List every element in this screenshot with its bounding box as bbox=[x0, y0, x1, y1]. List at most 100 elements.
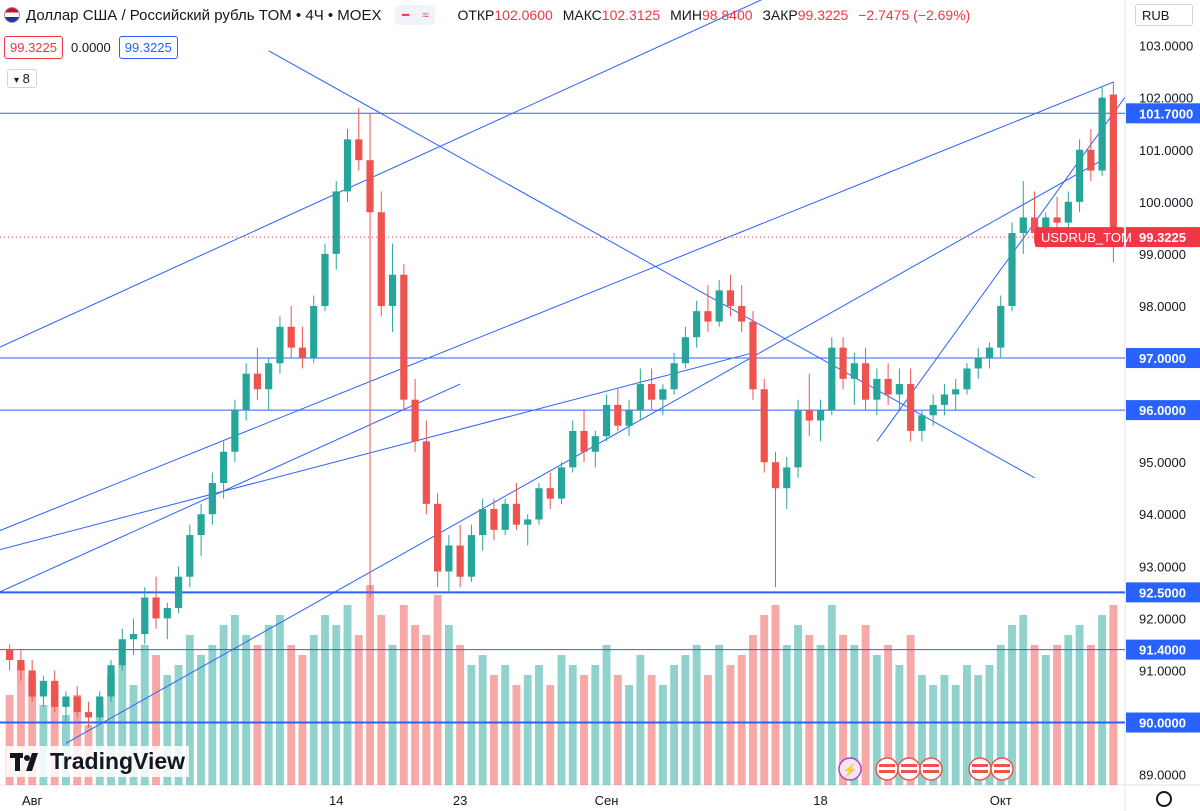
lightning-glyph: ⚡ bbox=[843, 763, 858, 777]
candle-body bbox=[749, 321, 757, 390]
volume-bar bbox=[152, 655, 160, 785]
volume-bar bbox=[5, 695, 14, 785]
volume-bar bbox=[546, 685, 555, 785]
y-tick-label: 99.0000 bbox=[1139, 247, 1186, 262]
us-flag-stripe bbox=[901, 764, 917, 767]
volume-bar bbox=[253, 645, 262, 785]
candle-body bbox=[805, 410, 813, 421]
candle-body bbox=[647, 384, 656, 400]
volume-bar bbox=[107, 675, 115, 785]
y-tick-label: 93.0000 bbox=[1139, 559, 1186, 574]
volume-bar bbox=[737, 655, 746, 785]
candle-body bbox=[96, 696, 104, 718]
candle-body bbox=[524, 519, 532, 525]
candle-body bbox=[501, 503, 509, 530]
volume-bar bbox=[794, 625, 802, 785]
indicator-count: 8 bbox=[22, 71, 30, 86]
candle-body bbox=[1019, 217, 1027, 234]
volume-bar bbox=[884, 645, 893, 785]
candle-body bbox=[580, 430, 588, 452]
volume-bar bbox=[906, 635, 915, 785]
candle-body bbox=[456, 545, 464, 577]
volume-bar bbox=[343, 605, 352, 785]
buy-price-button[interactable]: 99.3225 bbox=[118, 36, 178, 59]
candle-body bbox=[985, 347, 994, 359]
candle-body bbox=[276, 326, 284, 364]
volume-bar bbox=[197, 655, 206, 785]
us-flag-stripe bbox=[901, 770, 917, 773]
candle-body bbox=[816, 410, 825, 421]
volume-bar bbox=[1086, 645, 1095, 785]
volume-bar bbox=[129, 685, 138, 785]
tradingview-logo-icon bbox=[10, 752, 38, 771]
candle-body bbox=[343, 139, 352, 192]
volume-bar bbox=[309, 635, 318, 785]
candle-body bbox=[997, 305, 1005, 348]
volume-bar bbox=[1008, 625, 1016, 785]
volume-bar bbox=[895, 665, 904, 785]
high-label: МАКС bbox=[562, 7, 602, 23]
candle-body bbox=[377, 212, 385, 306]
open-value: 102.0600 bbox=[494, 7, 553, 23]
gear-icon[interactable] bbox=[1156, 791, 1172, 807]
volume-bar bbox=[591, 665, 600, 785]
currency-selector[interactable]: RUB bbox=[1135, 4, 1193, 26]
candle-body bbox=[118, 639, 126, 666]
chart-header: Доллар США / Российский рубль TOM • 4Ч •… bbox=[0, 0, 1125, 30]
volume-bar bbox=[580, 675, 588, 785]
candle-body bbox=[411, 399, 419, 442]
last-price-label: 99.3225 bbox=[1139, 230, 1186, 245]
candle-body bbox=[231, 410, 239, 452]
candle-body bbox=[614, 404, 622, 426]
volume-bar bbox=[467, 665, 476, 785]
candle-body bbox=[839, 347, 847, 379]
volume-bar bbox=[827, 605, 836, 785]
candle-body bbox=[321, 253, 329, 306]
candle-body bbox=[1075, 149, 1084, 202]
x-tick-label: 14 bbox=[329, 793, 343, 808]
volume-bar bbox=[501, 665, 510, 785]
last-price-label-bg bbox=[1126, 227, 1200, 248]
candle-body bbox=[602, 404, 611, 437]
candle-body bbox=[794, 410, 802, 468]
us-event-icon bbox=[990, 757, 1014, 781]
volume-bar bbox=[726, 665, 735, 785]
tradingview-logo[interactable]: TradingView bbox=[6, 746, 190, 777]
y-tick-label: 101.0000 bbox=[1139, 143, 1193, 158]
candle-body bbox=[1109, 94, 1117, 238]
minus-icon: ━ bbox=[401, 8, 410, 22]
candle-body bbox=[535, 488, 543, 520]
candle-body bbox=[670, 363, 678, 390]
compare-toggle[interactable]: ━ ≈ bbox=[395, 5, 436, 25]
candle-body bbox=[873, 378, 881, 400]
symbol-title[interactable]: Доллар США / Российский рубль TOM • 4Ч •… bbox=[26, 6, 382, 24]
candle-body bbox=[1098, 97, 1106, 171]
volume-bar bbox=[670, 665, 679, 785]
volume-bar bbox=[940, 675, 949, 785]
x-tick-label: 18 bbox=[813, 793, 827, 808]
volume-bar bbox=[489, 675, 498, 785]
us-flag-stripe bbox=[923, 770, 939, 773]
candle-body bbox=[73, 696, 81, 713]
volume-bar bbox=[28, 675, 37, 785]
candle-body bbox=[1008, 233, 1016, 306]
level-label: 91.4000 bbox=[1139, 643, 1186, 658]
sell-price-button[interactable]: 99.3225 bbox=[4, 36, 63, 59]
volume-bar bbox=[478, 655, 487, 785]
us-event-icon bbox=[897, 757, 921, 781]
volume-bar bbox=[163, 675, 172, 785]
volume-bar bbox=[1030, 645, 1039, 785]
low-label: МИН bbox=[670, 7, 702, 23]
usd-flag-icon bbox=[4, 7, 20, 23]
level-label-bg bbox=[1126, 582, 1200, 603]
candle-body bbox=[388, 274, 397, 306]
candle-body bbox=[28, 670, 36, 697]
candle-body bbox=[186, 535, 194, 577]
candle-body bbox=[6, 649, 14, 661]
indicators-toggle[interactable]: ▾ 8 bbox=[7, 69, 37, 88]
us-flag-stripe bbox=[879, 770, 895, 773]
volume-bar bbox=[50, 685, 59, 785]
us-event-icon bbox=[875, 757, 899, 781]
us-flag-stripe bbox=[972, 770, 988, 773]
